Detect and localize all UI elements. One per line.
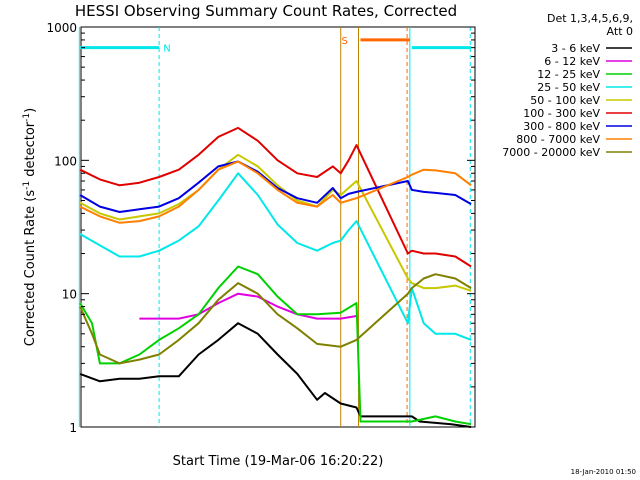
annotation-bars: NS bbox=[80, 36, 472, 55]
series-line-6 bbox=[79, 160, 472, 213]
series-lines bbox=[79, 126, 472, 428]
legend-header-line-2: Att 0 bbox=[607, 25, 633, 38]
y-axis: 1 10 100 1000 bbox=[46, 21, 475, 435]
series-line-8 bbox=[79, 273, 472, 365]
y-axis-label-sup1: -1 bbox=[22, 181, 32, 190]
x-axis-label: Start Time (19-Mar-06 16:20:22) bbox=[173, 454, 384, 469]
plot-area: NS 16:3016:4517:0017:1517:3017:4518:00 1… bbox=[46, 21, 476, 435]
annotation-label-1: S bbox=[342, 36, 348, 47]
y-tick-label-0: 1 bbox=[69, 421, 77, 435]
legend-label-1: 6 - 12 keV bbox=[544, 55, 600, 68]
legend-label-2: 12 - 25 keV bbox=[537, 68, 600, 81]
legend-label-5: 100 - 300 keV bbox=[523, 107, 600, 120]
y-axis-label-end: ) bbox=[23, 108, 38, 113]
marker-lines bbox=[78, 27, 471, 427]
y-tick-label-3: 1000 bbox=[46, 21, 77, 35]
series-line-5 bbox=[79, 126, 472, 268]
legend-header-line-1: Det 1,3,4,5,6,9, bbox=[547, 12, 633, 25]
y-axis-label-mid: detector bbox=[23, 121, 38, 181]
legend-label-6: 300 - 800 keV bbox=[523, 120, 600, 133]
legend-label-4: 50 - 100 keV bbox=[530, 94, 600, 107]
legend-label-7: 800 - 7000 keV bbox=[516, 133, 600, 146]
y-axis-label-main: Corrected Count Rate (s bbox=[23, 190, 38, 347]
legend-label-8: 7000 - 20000 keV bbox=[502, 146, 600, 159]
y-axis-label-sup2: -1 bbox=[22, 113, 32, 122]
footer-timestamp: 18-Jan-2010 01:50 bbox=[571, 468, 636, 476]
y-tick-label-1: 10 bbox=[62, 288, 77, 302]
y-axis-label: Corrected Count Rate (s-1 detector-1) bbox=[22, 108, 38, 346]
series-line-3 bbox=[79, 172, 472, 341]
legend-label-3: 25 - 50 keV bbox=[537, 81, 600, 94]
plot-frame bbox=[80, 26, 476, 428]
y-tick-label-2: 100 bbox=[54, 154, 77, 168]
series-line-2 bbox=[79, 265, 472, 426]
chart-title: HESSI Observing Summary Count Rates, Cor… bbox=[75, 2, 457, 20]
series-line-7 bbox=[79, 160, 472, 224]
legend-label-0: 3 - 6 keV bbox=[551, 42, 600, 55]
series-line-1 bbox=[139, 292, 357, 320]
annotation-label-0: N bbox=[163, 44, 170, 55]
series-line-0 bbox=[79, 322, 472, 428]
